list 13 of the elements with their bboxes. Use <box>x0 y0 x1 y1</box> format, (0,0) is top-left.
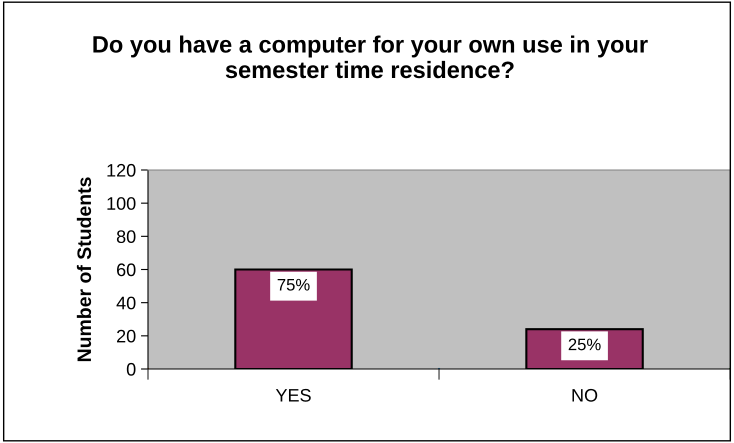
annotation: 75% <box>278 278 310 291</box>
y-tick-label: 100 <box>107 197 136 210</box>
annotation: 25% <box>568 338 601 350</box>
y-tick-label: 120 <box>107 164 136 177</box>
y-tick-label: 20 <box>117 330 136 343</box>
x-tick-label: NO <box>572 388 598 402</box>
y-axis-title: Number of Students <box>76 177 92 362</box>
chart-title: Do you have a computer for your own use in your semester time residence? <box>93 35 648 78</box>
y-tick-label: 60 <box>117 263 136 276</box>
y-tick-label: 40 <box>116 296 136 310</box>
x-tick-label: YES <box>276 388 311 402</box>
y-tick-label: 0 <box>126 362 136 376</box>
y-tick-label: 80 <box>116 230 136 244</box>
